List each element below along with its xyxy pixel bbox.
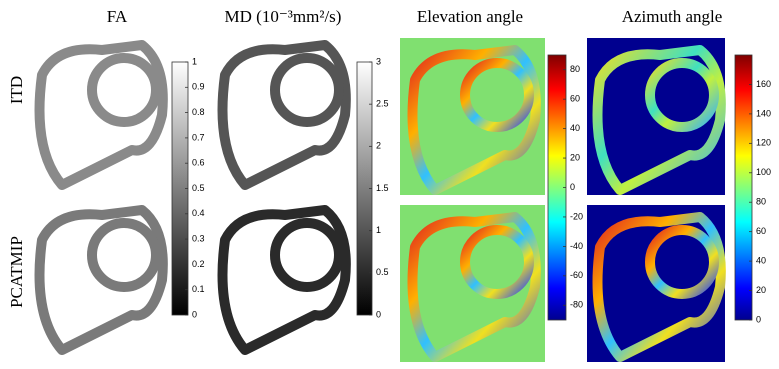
colorbar-tick-label: 0 — [376, 309, 381, 319]
colorbar-tick-label: 80 — [756, 197, 766, 207]
colorbar-tick-label: 20 — [570, 152, 580, 162]
colorbar-tick-label: 0.5 — [376, 267, 389, 277]
colorbar-tick-label: 1 — [192, 56, 197, 66]
colorbar-tick-label: 0.9 — [192, 82, 205, 92]
figure: ITD PCATMIP FA 0 0.1 0.2 0.3 0.4 0.5 0.6 0.7 0.8 0… — [0, 0, 779, 369]
column-title: Elevation angle — [417, 7, 523, 26]
colorbar-tick-label: 0 — [756, 314, 761, 324]
colorbar-tick-label: 0.8 — [192, 107, 205, 117]
colorbar-tick-label: 0.7 — [192, 132, 205, 142]
colorbar-tick-label: 0.3 — [192, 233, 205, 243]
colorbar — [735, 55, 752, 320]
colorbar-tick-label: 3 — [376, 56, 381, 66]
colorbar-tick-label: 40 — [756, 255, 766, 265]
colorbar-tick-label: 120 — [756, 138, 771, 148]
colorbar-tick-label: 40 — [570, 123, 580, 133]
row-label: PCATMIP — [7, 236, 26, 308]
colorbar-tick-label: 20 — [756, 285, 766, 295]
colorbar-tick-label: 2.5 — [376, 99, 389, 109]
colorbar-tick-label: 0 — [192, 309, 197, 319]
column-title: MD (10⁻³mm²/s) — [225, 7, 342, 26]
images — [40, 38, 726, 362]
colorbar-tick-label: 80 — [570, 64, 580, 74]
colorbar-tick-label: 0.1 — [192, 284, 205, 294]
colorbar-tick-label: 0.4 — [192, 208, 205, 218]
colorbar-tick-label: 0.6 — [192, 158, 205, 168]
colorbar-tick-label: 0.2 — [192, 259, 205, 269]
column-title: FA — [107, 7, 128, 26]
colorbar-tick-label: 60 — [570, 94, 580, 104]
row-label: ITD — [7, 76, 26, 104]
page: ITD PCATMIP FA 0 0.1 0.2 0.3 0.4 0.5 0.6 0.7 0.8 0… — [0, 0, 779, 369]
colorbar-tick-label: 160 — [756, 79, 771, 89]
colorbar-tick-label: 0.5 — [192, 183, 205, 193]
colorbar-tick-label: 0 — [570, 182, 575, 192]
colorbar-tick-label: 1 — [376, 225, 381, 235]
fa-itd-map — [40, 45, 163, 185]
colorbar-tick-label: -20 — [570, 211, 583, 221]
colorbar-tick-label: 2 — [376, 141, 381, 151]
colorbar-tick-label: 100 — [756, 167, 771, 177]
colorbar-tick-label: 140 — [756, 108, 771, 118]
column-title: Azimuth angle — [622, 7, 723, 26]
md-itd-map — [223, 45, 346, 185]
colorbar-tick-label: -60 — [570, 270, 583, 280]
colorbar-tick-label: 1.5 — [376, 183, 389, 193]
md-pcatmip-map — [223, 210, 346, 350]
colorbar-tick-label: -40 — [570, 241, 583, 251]
colorbar-tick-label: 60 — [756, 226, 766, 236]
fa-pcatmip-map — [40, 210, 163, 350]
colorbar-tick-label: -80 — [570, 300, 583, 310]
